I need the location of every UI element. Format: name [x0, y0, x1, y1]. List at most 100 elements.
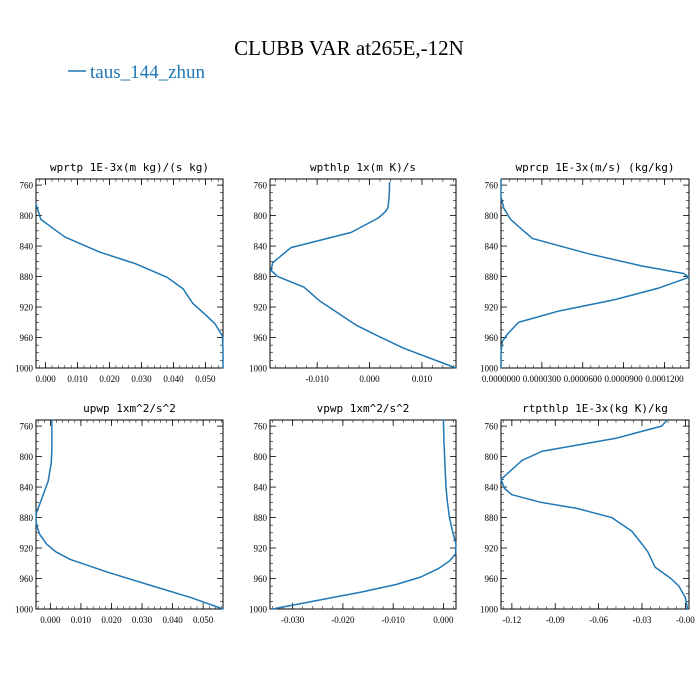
legend-label: taus_144_zhun	[90, 62, 206, 83]
x-tick-label: 0.0000900	[604, 374, 643, 384]
panel-title: wpthlp 1x(m K)/s	[310, 161, 416, 174]
y-tick-label: 920	[254, 544, 268, 554]
y-tick-label: 960	[20, 333, 34, 343]
figure-title: CLUBB VAR at265E,-12N	[234, 36, 464, 60]
panel-title: wprtp 1E-3x(m kg)/(s kg)	[50, 161, 209, 174]
x-tick-label: 0.010	[412, 374, 433, 384]
x-tick-label: -0.010	[306, 374, 330, 384]
y-tick-label: 760	[485, 181, 499, 191]
plot-frame	[35, 178, 224, 369]
x-tick-label: 0.020	[99, 374, 120, 384]
y-tick-label: 880	[254, 513, 268, 523]
series-line	[271, 419, 457, 610]
y-tick-label: 840	[20, 242, 34, 252]
panel-title: vpwp 1xm^2/s^2	[317, 402, 410, 415]
plot-frame	[269, 419, 457, 610]
y-tick-label: 840	[254, 242, 268, 252]
series-line	[35, 203, 224, 369]
y-tick-label: 920	[20, 303, 34, 313]
x-tick-label: 0.040	[163, 374, 184, 384]
x-tick-label: -0.12	[502, 615, 521, 625]
y-tick-label: 800	[20, 452, 34, 462]
y-tick-label: 800	[254, 452, 268, 462]
y-tick-label: 960	[254, 333, 268, 343]
y-tick-label: 880	[20, 513, 34, 523]
x-tick-label: 0.020	[101, 615, 122, 625]
y-tick-label: 960	[485, 574, 499, 584]
y-tick-label: 760	[254, 422, 268, 432]
y-tick-label: 920	[254, 303, 268, 313]
x-tick-label: -0.00	[676, 615, 695, 625]
x-tick-label: 0.030	[132, 615, 153, 625]
x-tick-label: -0.09	[546, 615, 565, 625]
y-tick-label: 800	[254, 211, 268, 221]
y-tick-label: 1000	[480, 605, 499, 615]
panel-6: rtpthlp 1E-3x(kg K)/kg 760 800 840 880 920 960…	[480, 402, 695, 625]
y-tick-label: 840	[20, 483, 34, 493]
y-tick-label: 1000	[15, 605, 34, 615]
series-line	[270, 182, 457, 369]
x-tick-label: 0.0001200	[645, 374, 684, 384]
y-tick-label: 880	[485, 272, 499, 282]
x-tick-label: 0.0000300	[523, 374, 562, 384]
panels: wprtp 1E-3x(m kg)/(s kg) 760 800 840 880 920 9…	[15, 161, 695, 625]
legend: taus_144_zhun	[68, 62, 206, 83]
y-tick-label: 920	[485, 303, 499, 313]
y-tick-label: 760	[20, 181, 34, 191]
y-tick-label: 840	[254, 483, 268, 493]
y-tick-label: 880	[485, 513, 499, 523]
y-tick-label: 760	[20, 422, 34, 432]
y-tick-label: 880	[20, 272, 34, 282]
panel-title: wprcp 1E-3x(m/s) (kg/kg)	[516, 161, 675, 174]
y-tick-label: 760	[485, 422, 499, 432]
x-tick-label: 0.010	[71, 615, 92, 625]
x-tick-label: -0.03	[633, 615, 652, 625]
y-tick-label: 800	[20, 211, 34, 221]
x-tick-label: 0.000	[359, 374, 380, 384]
x-tick-label: 0.050	[195, 374, 216, 384]
series-line	[35, 419, 224, 610]
y-tick-label: 1000	[480, 364, 499, 374]
y-tick-label: 880	[254, 272, 268, 282]
panel-title: upwp 1xm^2/s^2	[83, 402, 176, 415]
y-tick-label: 800	[485, 211, 499, 221]
series-line	[500, 178, 690, 369]
y-tick-label: 920	[485, 544, 499, 554]
x-tick-label: 0.0000000	[482, 374, 521, 384]
y-tick-label: 1000	[249, 364, 268, 374]
x-tick-label: 0.040	[162, 615, 183, 625]
plot-frame	[500, 178, 690, 369]
x-tick-label: 0.000	[40, 615, 61, 625]
x-tick-label: 0.030	[131, 374, 152, 384]
panel-4: upwp 1xm^2/s^2 760 800 840 880 920 960 1000 0.00…	[15, 402, 224, 625]
plot-frame	[269, 178, 457, 369]
x-tick-label: -0.06	[589, 615, 608, 625]
x-tick-label: 0.010	[67, 374, 88, 384]
y-tick-label: 840	[485, 483, 499, 493]
x-tick-label: -0.030	[281, 615, 305, 625]
panel-1: wprtp 1E-3x(m kg)/(s kg) 760 800 840 880 920 9…	[15, 161, 224, 384]
x-tick-label: 0.050	[193, 615, 214, 625]
y-tick-label: 960	[20, 574, 34, 584]
y-tick-label: 1000	[249, 605, 268, 615]
panel-5: vpwp 1xm^2/s^2 760 800 840 880 920 960 1000 -0.0…	[249, 402, 457, 625]
plot-frame	[35, 419, 224, 610]
x-tick-label: 0.0000600	[564, 374, 603, 384]
y-tick-label: 960	[485, 333, 499, 343]
y-tick-label: 1000	[15, 364, 34, 374]
panel-3: wprcp 1E-3x(m/s) (kg/kg) 760 800 840 880 920 9…	[480, 161, 690, 384]
panel-title: rtpthlp 1E-3x(kg K)/kg	[522, 402, 668, 415]
y-tick-label: 760	[254, 181, 268, 191]
x-tick-label: 0.000	[433, 615, 454, 625]
x-tick-label: -0.010	[382, 615, 406, 625]
x-tick-label: -0.020	[331, 615, 355, 625]
panel-2: wpthlp 1x(m K)/s 760 800 840 880 920 960 1000 -0…	[249, 161, 457, 384]
x-tick-label: 0.000	[35, 374, 56, 384]
series-line	[500, 419, 689, 610]
plot-frame	[500, 419, 690, 610]
y-tick-label: 920	[20, 544, 34, 554]
y-tick-label: 960	[254, 574, 268, 584]
y-tick-label: 840	[485, 242, 499, 252]
y-tick-label: 800	[485, 452, 499, 462]
